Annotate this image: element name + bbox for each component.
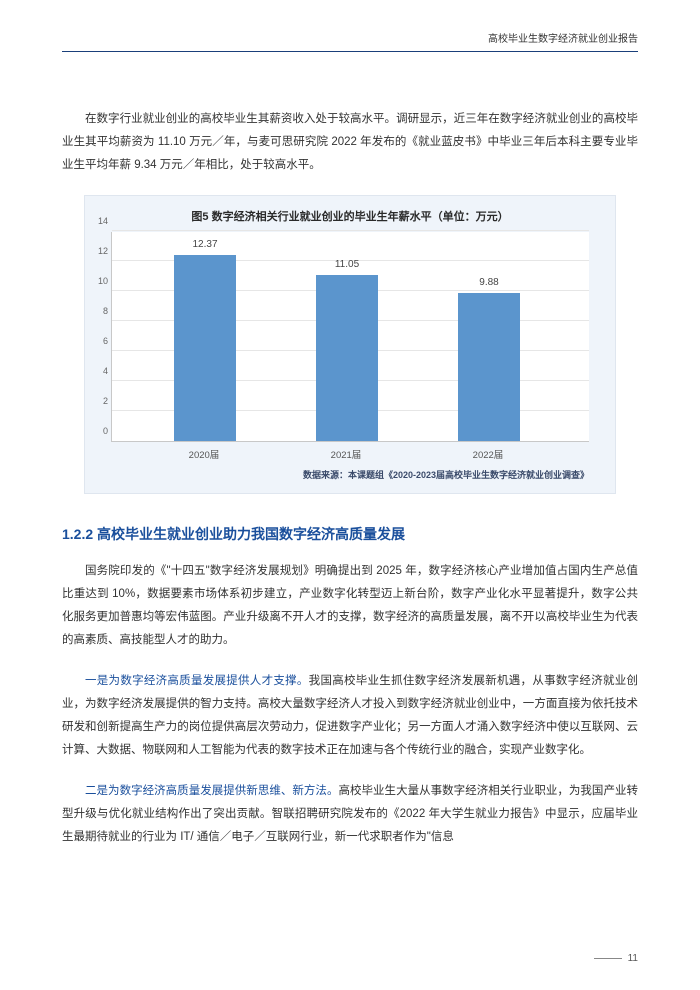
para4-lead: 二是为数字经济高质量发展提供新思维、新方法。 bbox=[85, 785, 338, 797]
y-tick: 14 bbox=[90, 216, 108, 226]
bar-2020: 12.37 bbox=[174, 255, 236, 441]
paragraph-4: 二是为数字经济高质量发展提供新思维、新方法。高校毕业生大量从事数字经济相关行业职… bbox=[62, 780, 638, 849]
chart-title: 图5 数字经济相关行业就业创业的毕业生年薪水平（单位：万元） bbox=[85, 196, 615, 232]
y-tick: 2 bbox=[90, 396, 108, 406]
bar-value-label: 11.05 bbox=[316, 259, 378, 270]
x-tick: 2021届 bbox=[315, 447, 377, 461]
y-tick: 8 bbox=[90, 306, 108, 316]
y-tick: 4 bbox=[90, 366, 108, 376]
paragraph-2: 国务院印发的《"十四五"数字经济发展规划》明确提出到 2025 年，数字经济核心… bbox=[62, 560, 638, 652]
chart-source: 数据来源：本课题组《2020-2023届高校毕业生数字经济就业创业调查》 bbox=[85, 464, 615, 493]
x-tick: 2022届 bbox=[457, 447, 519, 461]
paragraph-3: 一是为数字经济高质量发展提供人才支撑。我国高校毕业生抓住数字经济发展新机遇，从事… bbox=[62, 670, 638, 762]
page-header: 高校毕业生数字经济就业创业报告 bbox=[62, 30, 638, 52]
para3-rest: 我国高校毕业生抓住数字经济发展新机遇，从事数字经济就业创业，为数字经济发展提供的… bbox=[62, 675, 638, 756]
x-axis-labels: 2020届 2021届 2022届 bbox=[111, 442, 589, 464]
page-number: 11 bbox=[594, 953, 638, 964]
figure-5-chart: 图5 数字经济相关行业就业创业的毕业生年薪水平（单位：万元） 0 2 4 6 8… bbox=[84, 195, 616, 494]
section-heading-1-2-2: 1.2.2 高校毕业生就业创业助力我国数字经济高质量发展 bbox=[62, 524, 638, 544]
header-title: 高校毕业生数字经济就业创业报告 bbox=[488, 34, 638, 45]
y-tick: 6 bbox=[90, 336, 108, 346]
y-tick: 10 bbox=[90, 276, 108, 286]
y-tick: 0 bbox=[90, 426, 108, 436]
y-tick: 12 bbox=[90, 246, 108, 256]
document-page: 高校毕业生数字经济就业创业报告 在数字行业就业创业的高校毕业生其薪资收入处于较高… bbox=[0, 0, 700, 990]
gridline bbox=[112, 230, 589, 231]
bar-2021: 11.05 bbox=[316, 275, 378, 441]
bar-value-label: 12.37 bbox=[174, 239, 236, 250]
x-tick: 2020届 bbox=[173, 447, 235, 461]
chart-plot-area: 0 2 4 6 8 10 12 14 12.37 11.05 9.88 bbox=[111, 232, 589, 442]
paragraph-intro: 在数字行业就业创业的高校毕业生其薪资收入处于较高水平。调研显示，近三年在数字经济… bbox=[62, 108, 638, 177]
para3-lead: 一是为数字经济高质量发展提供人才支撑。 bbox=[85, 675, 309, 687]
bar-value-label: 9.88 bbox=[458, 277, 520, 288]
bar-2022: 9.88 bbox=[458, 293, 520, 441]
